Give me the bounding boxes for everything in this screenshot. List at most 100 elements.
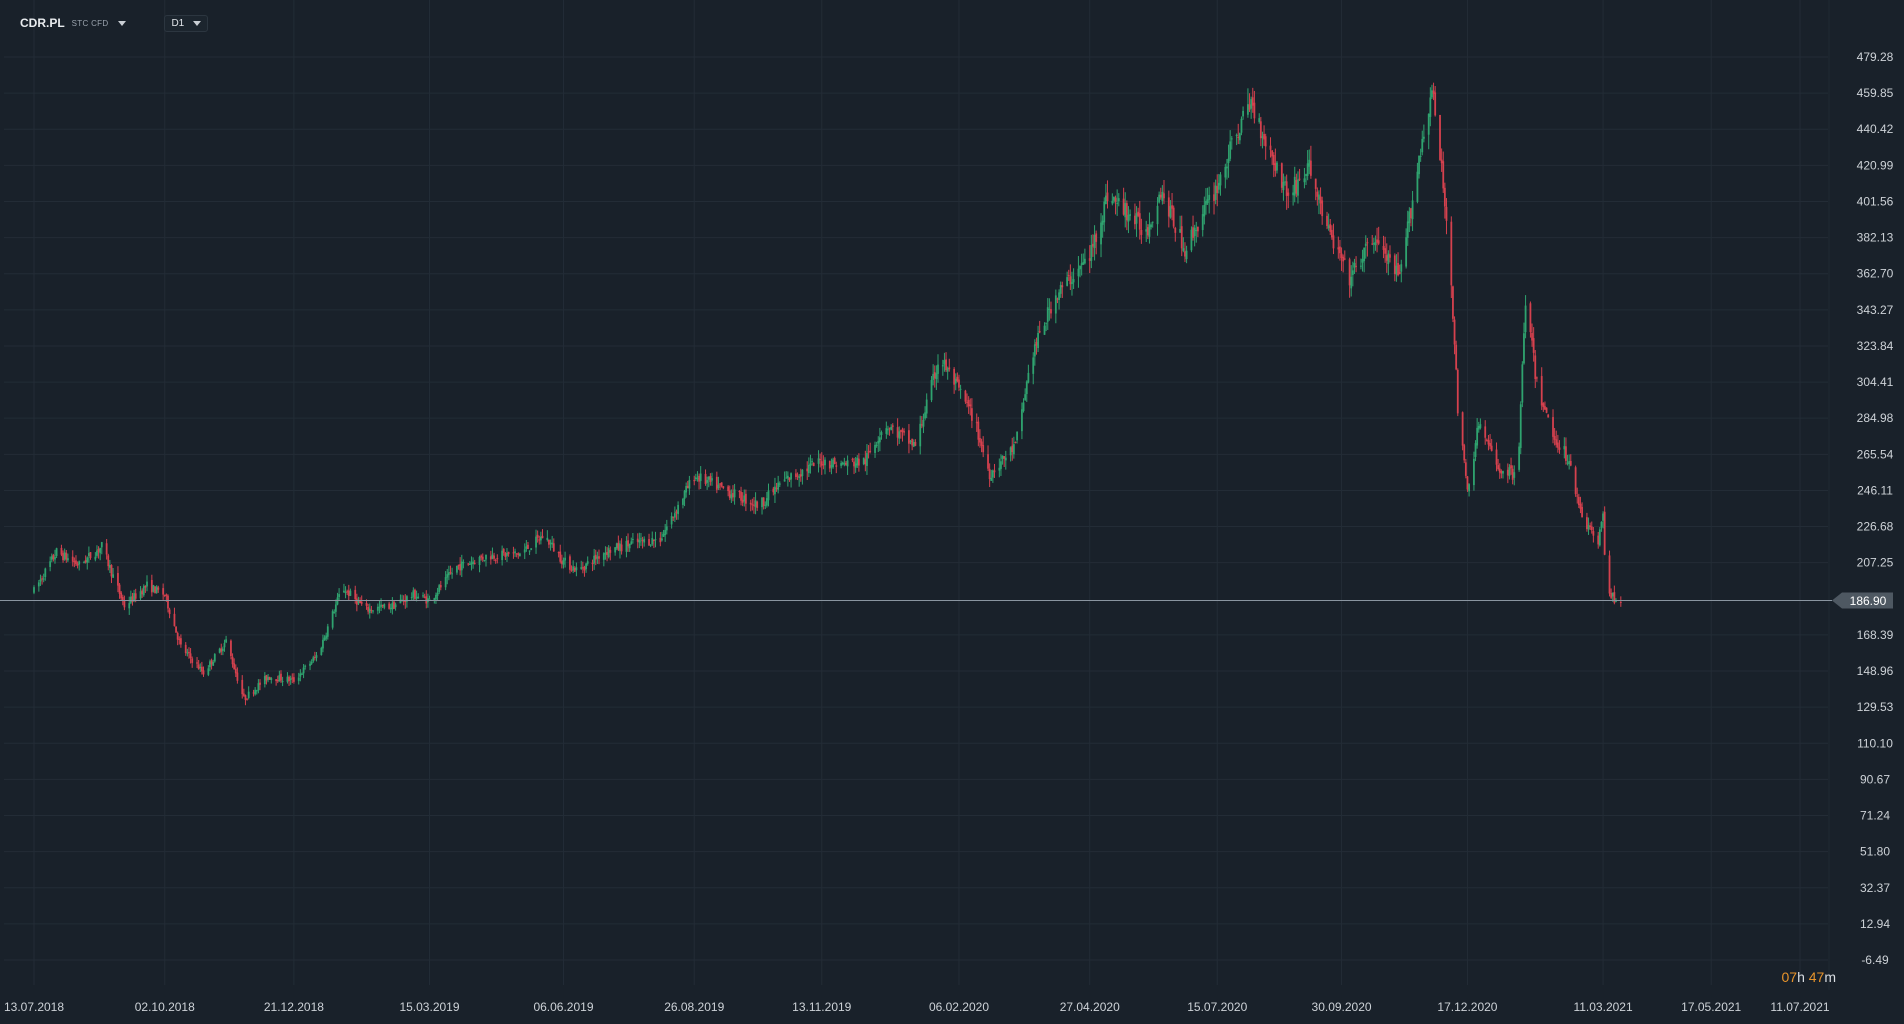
candle-body xyxy=(1577,496,1580,506)
candle-body xyxy=(1259,121,1262,139)
candle-body xyxy=(754,500,757,507)
candle-body xyxy=(538,539,541,541)
candle-body xyxy=(988,468,991,480)
candle-body xyxy=(880,432,883,435)
candle-body xyxy=(664,529,667,535)
candle-body xyxy=(920,424,923,426)
candle-body xyxy=(1125,203,1128,221)
candle-body xyxy=(1027,372,1030,383)
candle-body xyxy=(924,412,926,419)
candle-body xyxy=(162,588,165,595)
candle-body xyxy=(1272,154,1275,166)
candle-body xyxy=(207,668,210,675)
candle-body xyxy=(840,463,843,466)
candle-body xyxy=(1237,136,1240,138)
candle-body xyxy=(890,426,893,431)
candle-body xyxy=(139,591,142,599)
candle-body xyxy=(1276,162,1278,171)
y-axis-tick-label: -6.49 xyxy=(1861,953,1889,967)
candle-body xyxy=(956,376,959,382)
candle-body xyxy=(596,556,599,559)
candle-body xyxy=(365,603,368,606)
candle-body xyxy=(312,657,315,662)
candle-body xyxy=(1495,449,1498,465)
x-axis-tick-label: 13.11.2019 xyxy=(792,1000,851,1014)
candle-body xyxy=(89,552,92,558)
symbol-selector[interactable]: CDR.PL STC CFD xyxy=(12,14,134,32)
candle-body xyxy=(1544,406,1546,410)
candle-body xyxy=(1452,286,1454,319)
candle-body xyxy=(1589,525,1592,528)
candle-body xyxy=(788,477,791,481)
candle-body xyxy=(1556,442,1559,448)
y-axis-tick-label: 284.98 xyxy=(1857,411,1894,425)
candle-body xyxy=(292,677,295,682)
candle-body xyxy=(220,648,223,652)
candle-body xyxy=(799,474,802,477)
candle-body xyxy=(1463,445,1466,461)
candle-body xyxy=(357,600,360,604)
candle-body xyxy=(456,565,458,573)
candle-body xyxy=(1077,268,1080,277)
candle-body xyxy=(83,561,85,563)
candle-body xyxy=(234,668,237,674)
candle-body xyxy=(1012,444,1015,455)
timeframe-selector[interactable]: D1 xyxy=(164,14,209,32)
candle-body xyxy=(1195,230,1198,232)
candle-body xyxy=(1280,163,1283,188)
candle-body xyxy=(1610,593,1613,598)
candle-body xyxy=(414,589,416,599)
candle-body xyxy=(1226,166,1228,169)
candle-body xyxy=(1021,409,1023,432)
candle-body xyxy=(722,486,725,489)
candle-body xyxy=(1363,247,1366,262)
candle-body xyxy=(1067,274,1070,276)
candle-body xyxy=(778,483,781,485)
candle-body xyxy=(1308,159,1311,167)
candle-body xyxy=(1600,521,1603,528)
candle-body xyxy=(1461,412,1464,446)
candle-body xyxy=(1156,205,1159,225)
candle-body xyxy=(299,673,302,677)
candle-body xyxy=(694,477,697,480)
candle-body xyxy=(478,557,481,566)
candle-body xyxy=(1587,525,1590,530)
candle-body xyxy=(1329,224,1332,232)
candle-body xyxy=(1487,440,1490,445)
candle-body xyxy=(1297,179,1299,196)
candle-body xyxy=(1348,259,1351,286)
candle-body xyxy=(796,475,799,477)
candle-body xyxy=(738,491,741,493)
candle-body xyxy=(286,676,289,682)
candle-body xyxy=(1445,206,1448,221)
candle-body xyxy=(528,550,531,552)
candle-body xyxy=(551,542,554,545)
candle-body xyxy=(733,489,736,498)
candle-body xyxy=(393,601,395,609)
candle-body xyxy=(606,551,608,556)
countdown-hours: 07 xyxy=(1781,969,1798,985)
candle-body xyxy=(614,547,617,553)
candle-body xyxy=(970,408,973,421)
candle-body xyxy=(241,679,244,695)
candle-body xyxy=(659,537,662,543)
candle-body xyxy=(1235,134,1238,137)
candle-body xyxy=(648,538,650,546)
candle-body xyxy=(643,538,646,543)
candle-body xyxy=(527,544,529,549)
candle-body xyxy=(570,569,573,571)
candle-body xyxy=(830,465,833,468)
candle-body xyxy=(404,600,407,603)
candle-body xyxy=(1453,319,1456,345)
candle-body xyxy=(783,479,786,482)
candle-body xyxy=(683,490,686,499)
candle-body xyxy=(1079,265,1081,270)
candle-body xyxy=(196,662,198,664)
y-axis-tick-label: 479.28 xyxy=(1857,50,1894,64)
candle-body xyxy=(1003,456,1006,459)
candle-body xyxy=(557,552,560,554)
candle-body xyxy=(1555,439,1558,445)
candle-body xyxy=(1066,277,1069,286)
candle-body xyxy=(1611,592,1614,597)
